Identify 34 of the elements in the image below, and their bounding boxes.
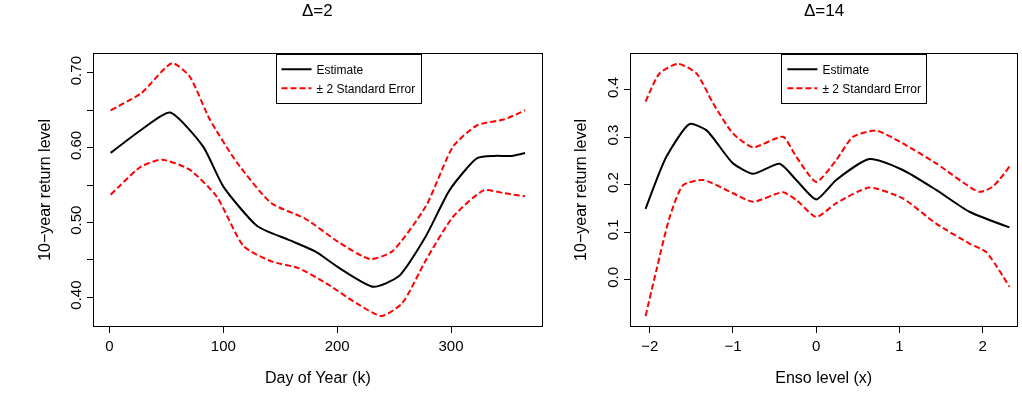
y-tick-label: 0.50: [67, 205, 85, 235]
y-tick-label: 0.3: [603, 124, 621, 146]
line-series: [109, 111, 527, 288]
x-tick-label: −1: [724, 337, 742, 355]
x-tick-label: −2: [641, 337, 659, 355]
y-tick-label: 0.0: [603, 266, 621, 288]
x-tick-label: 200: [324, 337, 350, 355]
x-tick-label: 100: [210, 337, 236, 355]
x-tick-label: 0: [812, 337, 821, 355]
legend-label: Estimate: [316, 62, 364, 77]
legend-label: Estimate: [822, 62, 870, 77]
line-series: [109, 158, 527, 317]
x-tick-label: 1: [895, 337, 904, 355]
legend-label: ± 2 Standard Error: [316, 81, 416, 96]
x-tick-label: 0: [105, 337, 114, 355]
legend-label: ± 2 Standard Error: [822, 81, 922, 96]
x-tick-label: 2: [978, 337, 987, 355]
chart-title: Δ=14: [804, 1, 845, 20]
y-tick-label: 0.60: [67, 130, 85, 161]
line-series: [109, 62, 527, 261]
x-axis-title: Enso level (x): [775, 368, 873, 386]
line-series: [644, 122, 1011, 229]
y-tick-label: 0.1: [603, 219, 621, 241]
y-axis-title: 10−year return level: [35, 119, 53, 261]
y-tick-label: 0.70: [67, 56, 85, 86]
line-series: [644, 178, 1011, 318]
x-axis-title: Day of Year (k): [264, 368, 371, 386]
y-tick-label: 0.2: [603, 172, 621, 193]
y-axis-title: 10−year return level: [572, 119, 590, 261]
chart-title: Δ=2: [302, 1, 333, 20]
y-tick-label: 0.40: [67, 280, 85, 310]
x-tick-label: 300: [438, 337, 464, 355]
y-tick-label: 0.4: [603, 77, 621, 99]
line-series: [644, 62, 1011, 193]
